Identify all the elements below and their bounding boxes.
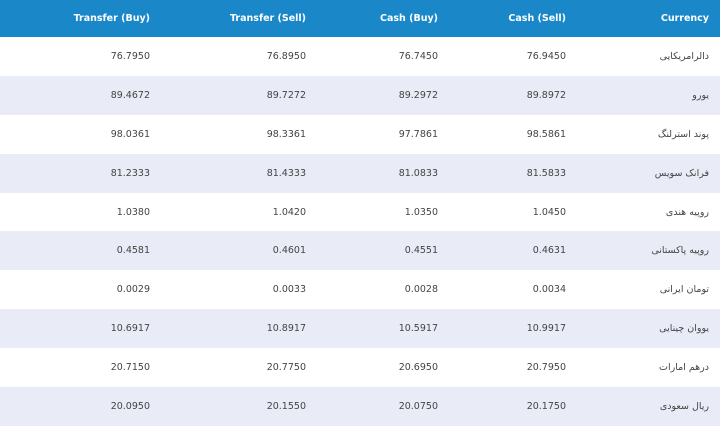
cell-cash-sell: 89.8972	[526, 89, 566, 101]
cell-transfer-sell: 20.7750	[266, 362, 306, 374]
cell-transfer-buy: 76.7950	[110, 50, 150, 62]
table-row: 0.4581 0.4601 0.4551 0.4631 روپیه پاکستانی	[0, 231, 720, 271]
cell-cash-sell: 10.9917	[526, 323, 566, 335]
cell-transfer-sell: 81.4333	[266, 167, 306, 179]
cell-transfer-sell: 10.8917	[266, 323, 306, 335]
header-row: Transfer (Buy) Transfer (Sell) Cash (Buy…	[0, 0, 720, 37]
cell-transfer-sell: 89.7272	[266, 89, 306, 101]
cell-cash-buy: 20.0750	[398, 400, 438, 412]
cell-cash-buy: 89.2972	[398, 89, 438, 101]
cell-transfer-buy: 98.0361	[110, 128, 150, 140]
cell-cash-buy: 0.0028	[404, 284, 438, 296]
cell-transfer-buy: 20.7150	[110, 362, 150, 374]
table-row: 10.6917 10.8917 10.5917 10.9917 یووان چینایی	[0, 309, 720, 349]
cell-transfer-sell: 76.8950	[266, 50, 306, 62]
cell-transfer-buy: 81.2333	[110, 167, 150, 179]
cell-transfer-sell: 1.0420	[272, 206, 306, 218]
table-row: 20.7150 20.7750 20.6950 20.7950 درهم امارات	[0, 348, 720, 388]
cell-transfer-buy: 10.6917	[110, 323, 150, 335]
table-row: 0.0029 0.0033 0.0028 0.0034 تومان ایرانی	[0, 270, 720, 310]
cell-cash-sell: 20.1750	[526, 400, 566, 412]
cell-transfer-buy: 1.0380	[116, 206, 150, 218]
cell-currency: روپیه هندی	[665, 206, 709, 218]
table-row: 98.0361 98.3361 97.7861 98.5861 پوند استرلنگ	[0, 114, 720, 154]
cell-cash-buy: 76.7450	[398, 50, 438, 62]
table-row: 89.4672 89.7272 89.2972 89.8972 یورو	[0, 75, 720, 115]
cell-transfer-sell: 0.4601	[272, 245, 306, 257]
header-cash-buy[interactable]: Cash (Buy)	[380, 13, 438, 24]
table-header: Transfer (Buy) Transfer (Sell) Cash (Buy…	[0, 0, 720, 37]
cell-transfer-sell: 0.0033	[272, 284, 306, 296]
cell-transfer-sell: 98.3361	[266, 128, 306, 140]
cell-cash-buy: 0.4551	[404, 245, 438, 257]
header-transfer-sell[interactable]: Transfer (Sell)	[230, 13, 306, 24]
cell-currency: روپیه پاکستانی	[651, 245, 709, 257]
cell-transfer-buy: 0.4581	[116, 245, 150, 257]
cell-cash-sell: 0.4631	[532, 245, 566, 257]
cell-currency: پوند استرلنگ	[657, 128, 709, 140]
table-row: 76.7950 76.8950 76.7450 76.9450 دالرامریکایی	[0, 37, 720, 76]
table-body: 76.7950 76.8950 76.7450 76.9450 دالرامریکایی…	[0, 37, 720, 426]
cell-transfer-sell: 20.1550	[266, 400, 306, 412]
cell-transfer-buy: 89.4672	[110, 89, 150, 101]
cell-currency: دالرامریکایی	[659, 50, 709, 62]
header-transfer-buy[interactable]: Transfer (Buy)	[73, 13, 150, 24]
cell-cash-buy: 81.0833	[398, 167, 438, 179]
cell-currency: یورو	[692, 89, 709, 101]
cell-cash-buy: 10.5917	[398, 323, 438, 335]
cell-transfer-buy: 0.0029	[116, 284, 150, 296]
cell-transfer-buy: 20.0950	[110, 400, 150, 412]
cell-cash-buy: 97.7861	[398, 128, 438, 140]
header-cash-sell[interactable]: Cash (Sell)	[508, 13, 566, 24]
cell-cash-sell: 81.5833	[526, 167, 566, 179]
cell-cash-sell: 98.5861	[526, 128, 566, 140]
cell-cash-sell: 20.7950	[526, 362, 566, 374]
cell-cash-sell: 0.0034	[532, 284, 566, 296]
cell-currency: فرانک سویس	[654, 167, 709, 179]
cell-cash-buy: 20.6950	[398, 362, 438, 374]
table-row: 81.2333 81.4333 81.0833 81.5833 فرانک سویس	[0, 153, 720, 193]
cell-cash-sell: 76.9450	[526, 50, 566, 62]
cell-cash-buy: 1.0350	[404, 206, 438, 218]
header-currency[interactable]: Currency	[660, 13, 709, 24]
cell-cash-sell: 1.0450	[532, 206, 566, 218]
cell-currency: ریال سعودی	[659, 400, 709, 412]
table-row: 20.0950 20.1550 20.0750 20.1750 ریال سعودی	[0, 387, 720, 426]
table-row: 1.0380 1.0420 1.0350 1.0450 روپیه هندی	[0, 192, 720, 232]
cell-currency: تومان ایرانی	[659, 284, 709, 296]
cell-currency: درهم امارات	[659, 362, 709, 374]
cell-currency: یووان چینایی	[659, 323, 709, 335]
